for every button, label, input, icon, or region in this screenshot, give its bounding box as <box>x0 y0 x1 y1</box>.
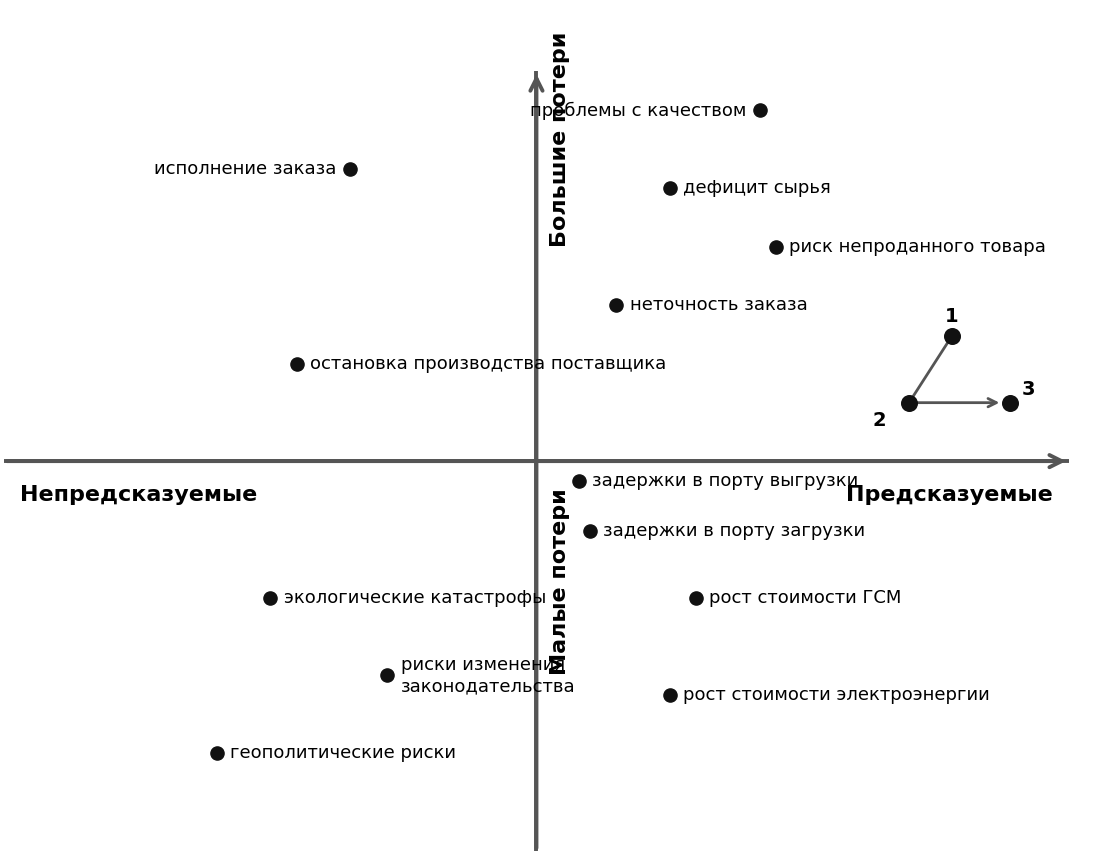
Text: рост стоимости электроэнергии: рост стоимости электроэнергии <box>683 686 990 704</box>
Point <box>341 162 359 175</box>
Point <box>661 181 678 195</box>
Point <box>581 524 599 538</box>
Text: задержки в порту выгрузки: задержки в порту выгрузки <box>592 472 859 490</box>
Text: задержки в порту загрузки: задержки в порту загрузки <box>603 522 865 540</box>
Point <box>379 669 397 682</box>
Point <box>767 240 785 254</box>
Text: Предсказуемые: Предсказуемые <box>846 485 1053 504</box>
Point <box>943 329 960 343</box>
Text: рост стоимости ГСМ: рост стоимости ГСМ <box>709 588 902 606</box>
Text: Большие потери: Большие потери <box>550 32 570 247</box>
Point <box>687 591 705 604</box>
Text: 3: 3 <box>1022 380 1035 398</box>
Text: риски изменения
законодательства: риски изменения законодательства <box>401 656 576 695</box>
Point <box>262 591 280 604</box>
Text: Непредсказуемые: Непредсказуемые <box>20 485 257 504</box>
Text: дефицит сырья: дефицит сырья <box>683 180 831 198</box>
Text: остановка производства поставщика: остановка производства поставщика <box>311 355 666 373</box>
Text: неточность заказа: неточность заказа <box>630 296 808 315</box>
Text: проблемы с качеством: проблемы с качеством <box>530 101 747 120</box>
Text: 1: 1 <box>945 308 958 327</box>
Point <box>751 103 769 117</box>
Text: риск непроданного товара: риск непроданного товара <box>789 238 1046 256</box>
Point <box>661 688 678 702</box>
Text: геополитические риски: геополитические риски <box>230 745 456 763</box>
Point <box>288 357 306 370</box>
Point <box>208 746 225 760</box>
Point <box>1001 396 1019 410</box>
Text: исполнение заказа: исполнение заказа <box>155 160 337 178</box>
Text: 2: 2 <box>873 410 886 430</box>
Text: экологические катастрофы: экологические катастрофы <box>284 588 546 606</box>
Text: Малые потери: Малые потери <box>550 489 570 675</box>
Point <box>901 396 918 410</box>
Point <box>608 298 625 312</box>
Point <box>570 474 588 487</box>
